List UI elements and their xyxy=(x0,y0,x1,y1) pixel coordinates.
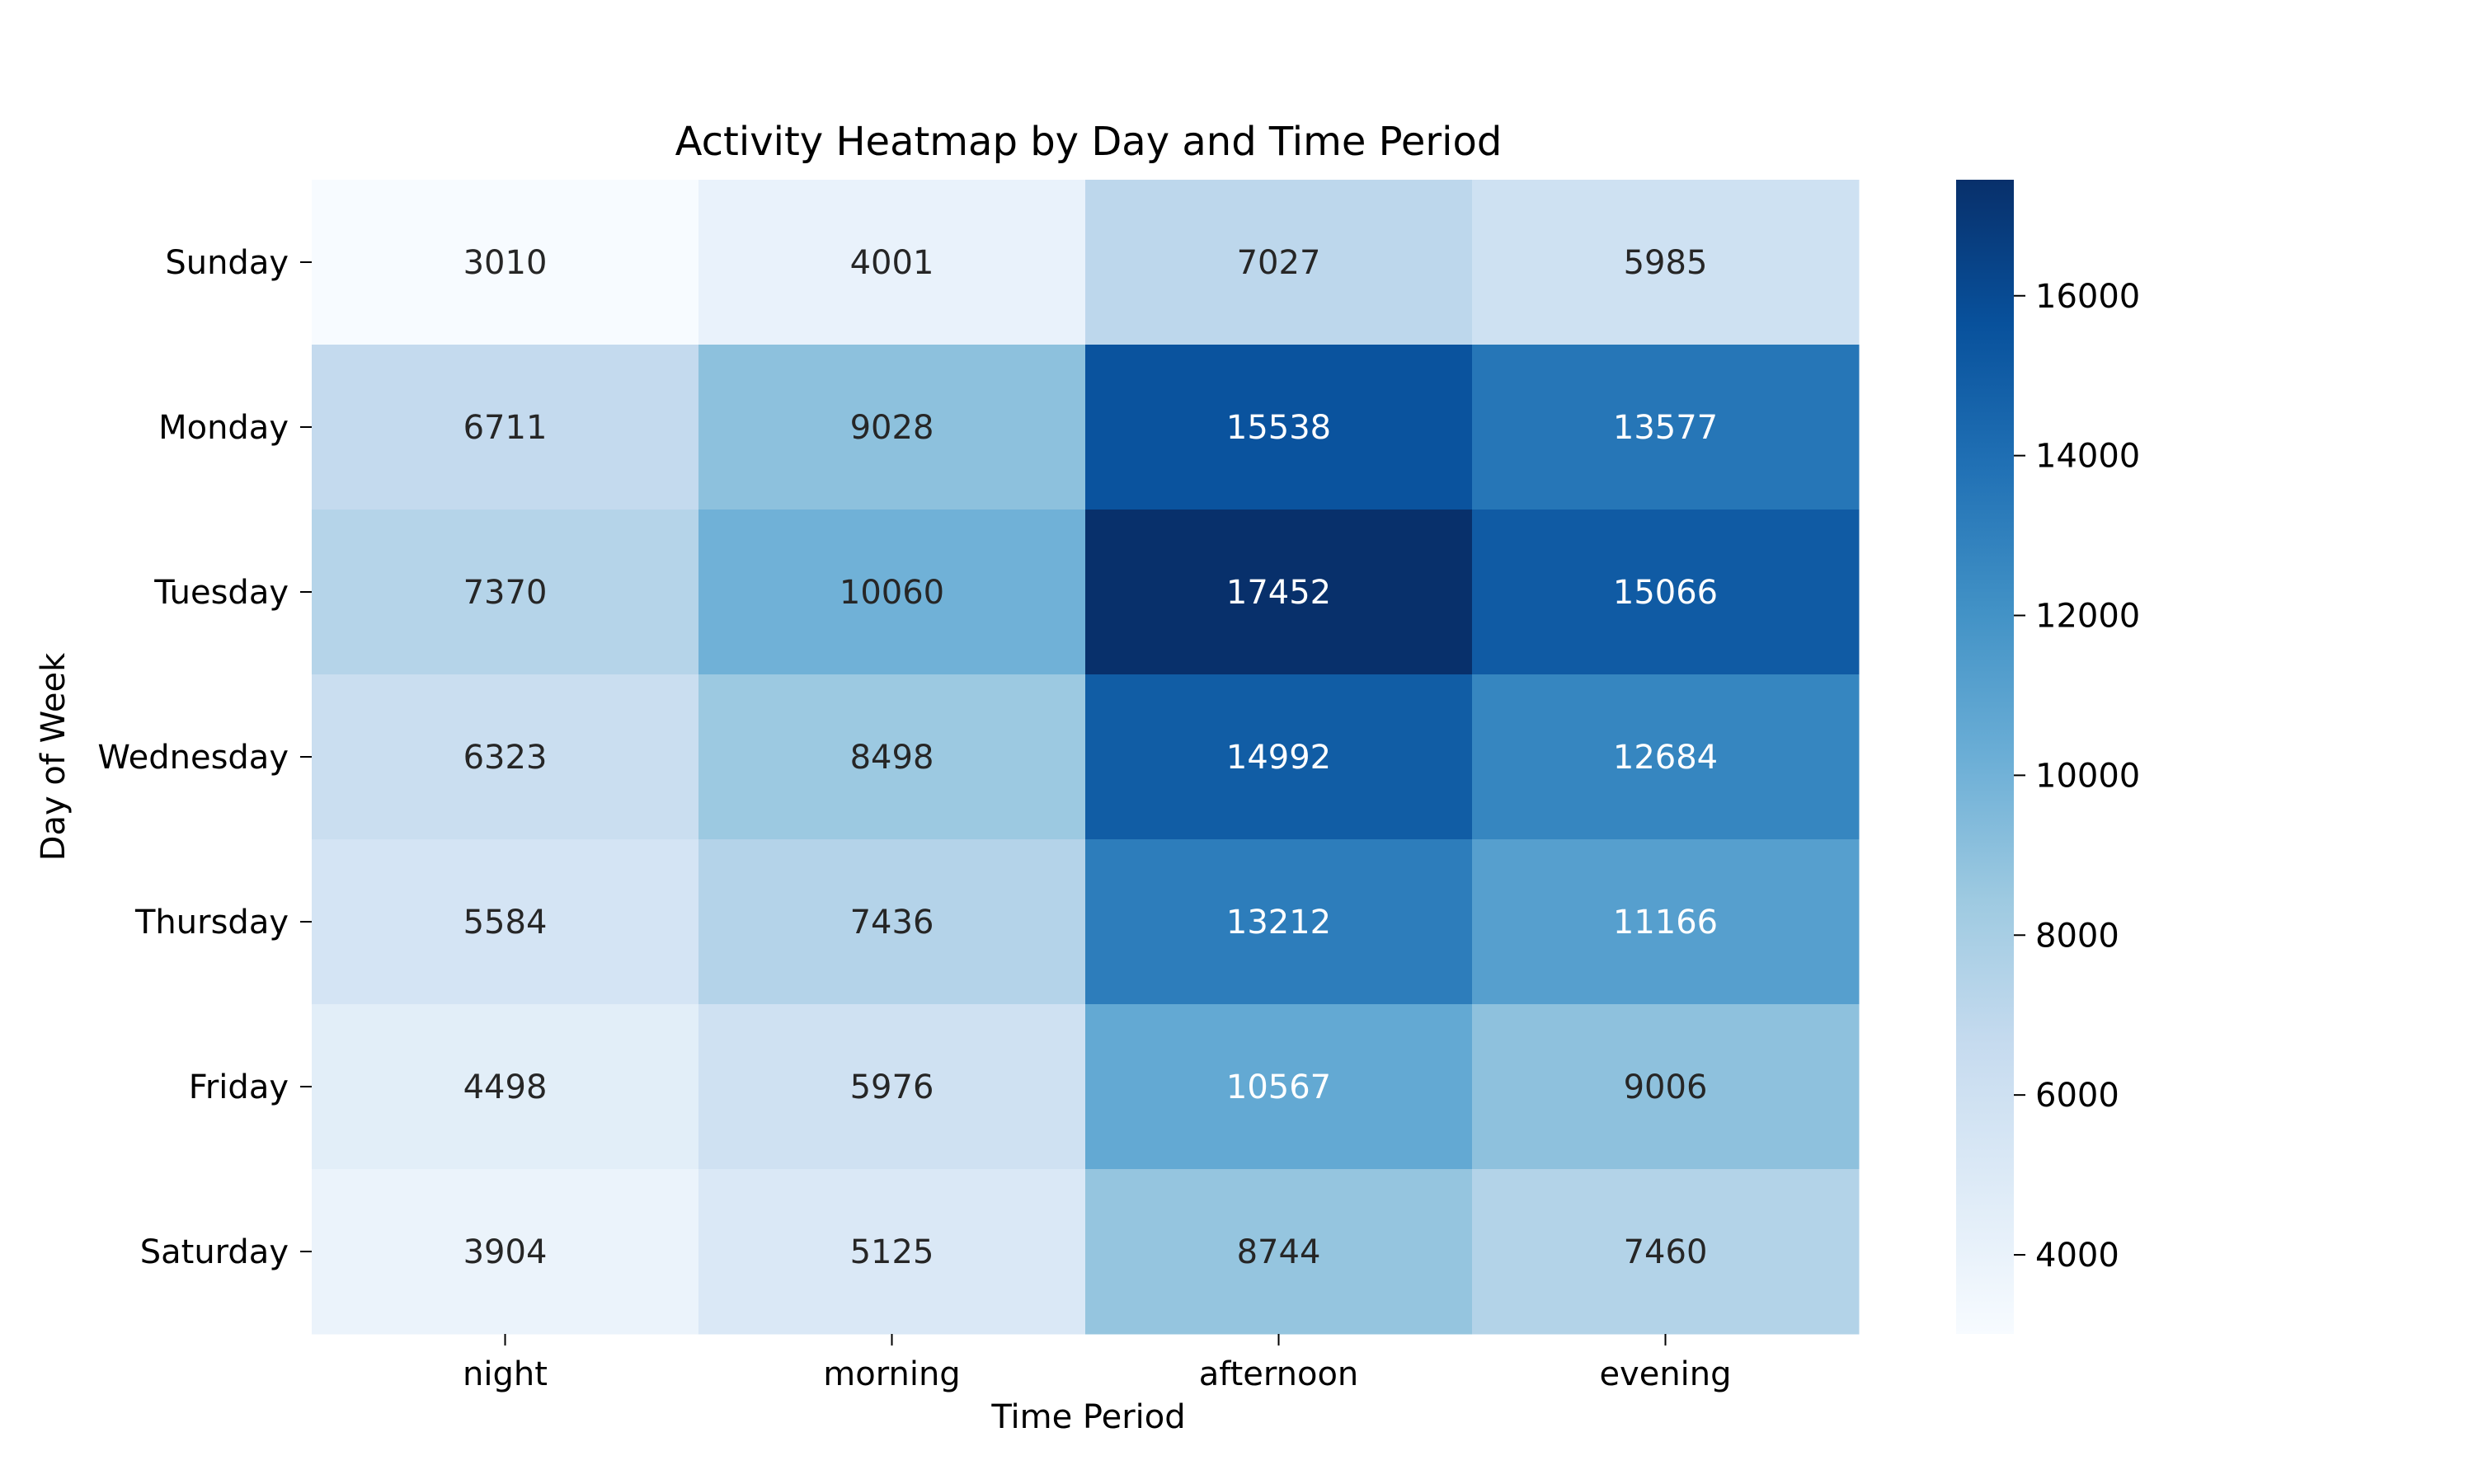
cell-value-label: 15538 xyxy=(1226,409,1331,447)
heatmap-cell xyxy=(1472,180,1860,345)
y-tick-label: Wednesday xyxy=(97,739,289,777)
cell-value-label: 7027 xyxy=(1237,244,1321,282)
heatmap-cell xyxy=(1472,345,1860,510)
y-tick-label: Tuesday xyxy=(153,574,289,612)
cell-value-label: 6323 xyxy=(463,739,548,777)
heatmap-cell xyxy=(1472,674,1860,840)
y-tick-label: Saturday xyxy=(140,1233,289,1271)
cell-value-label: 7370 xyxy=(463,574,548,612)
colorbar-tick-label: 16000 xyxy=(2035,278,2140,316)
heatmap-cell xyxy=(698,345,1086,510)
y-tick-label: Monday xyxy=(158,409,289,447)
x-tick-label: evening xyxy=(1599,1355,1731,1393)
y-tick-label: Thursday xyxy=(134,904,289,942)
heatmap-cell xyxy=(1085,1004,1473,1170)
heatmap-cell xyxy=(1472,510,1860,675)
heatmap-cell xyxy=(698,510,1086,675)
heatmap-cell xyxy=(1472,1004,1860,1170)
colorbar-tick-label: 12000 xyxy=(2035,598,2140,636)
cell-value-label: 15066 xyxy=(1613,574,1718,612)
heatmap-cell xyxy=(312,510,699,675)
x-axis: night morning afternoon evening xyxy=(463,1334,1732,1393)
cell-value-label: 5584 xyxy=(463,904,548,942)
y-tick-label: Sunday xyxy=(165,244,289,282)
colorbar-tick-label: 14000 xyxy=(2035,438,2140,476)
cell-value-label: 10567 xyxy=(1226,1068,1331,1106)
cell-value-label: 11166 xyxy=(1613,904,1718,942)
colorbar-tick-label: 8000 xyxy=(2035,917,2119,955)
x-tick-label: morning xyxy=(823,1355,960,1393)
colorbar: 4000 6000 8000 10000 12000 14000 16000 xyxy=(1956,180,2140,1334)
cell-value-label: 4498 xyxy=(463,1068,548,1106)
cell-value-label: 8744 xyxy=(1237,1233,1321,1271)
cell-value-label: 3010 xyxy=(463,244,548,282)
heatmap-cell xyxy=(698,1004,1086,1170)
cell-value-label: 5976 xyxy=(850,1068,934,1106)
heatmap-cell xyxy=(1472,1169,1860,1335)
cell-value-label: 9028 xyxy=(850,409,934,447)
cell-value-label: 13212 xyxy=(1226,904,1331,942)
heatmap-cell xyxy=(1085,839,1473,1005)
colorbar-gradient xyxy=(1956,180,2014,1334)
heatmap-cell xyxy=(698,1169,1086,1335)
cell-value-label: 5125 xyxy=(850,1233,934,1271)
heatmap-cell xyxy=(1085,180,1473,345)
heatmap-cell xyxy=(312,180,699,345)
cell-value-label: 6711 xyxy=(463,409,548,447)
cell-value-label: 10060 xyxy=(840,574,944,612)
y-tick-label: Friday xyxy=(189,1068,289,1106)
cell-value-label: 9006 xyxy=(1624,1068,1708,1106)
cell-value-label: 12684 xyxy=(1613,739,1718,777)
heatmap-cell xyxy=(1085,1169,1473,1335)
cell-value-label: 14992 xyxy=(1226,739,1331,777)
heatmap-cell xyxy=(698,674,1086,840)
colorbar-tick-label: 10000 xyxy=(2035,757,2140,795)
x-tick-label: night xyxy=(463,1355,548,1393)
x-axis-label: Time Period xyxy=(990,1398,1185,1436)
cell-value-label: 3904 xyxy=(463,1233,548,1271)
heatmap-cell xyxy=(312,839,699,1005)
heatmap-cell xyxy=(312,345,699,510)
heatmap-cells xyxy=(312,180,1860,1335)
cell-value-label: 4001 xyxy=(850,244,934,282)
heatmap-cell xyxy=(312,1004,699,1170)
cell-value-label: 5985 xyxy=(1624,244,1708,282)
cell-value-label: 17452 xyxy=(1226,574,1331,612)
y-axis: Sunday Monday Tuesday Wednesday Thursday Frid… xyxy=(97,244,312,1271)
heatmap-cell xyxy=(698,839,1086,1005)
heatmap-cell xyxy=(1085,674,1473,840)
cell-value-label: 13577 xyxy=(1613,409,1718,447)
colorbar-tick-label: 6000 xyxy=(2035,1077,2119,1115)
cell-value-label: 8498 xyxy=(850,739,934,777)
heatmap-cell xyxy=(1085,345,1473,510)
chart-title: Activity Heatmap by Day and Time Period xyxy=(675,119,1503,165)
heatmap-cell xyxy=(698,180,1086,345)
heatmap-cell xyxy=(312,1169,699,1335)
y-axis-label: Day of Week xyxy=(35,652,73,861)
heatmap-cell xyxy=(1085,510,1473,675)
x-tick-label: afternoon xyxy=(1199,1355,1359,1393)
heatmap-cell-labels: 3010 4001 7027 5985 6711 9028 15538 13577 7370 10… xyxy=(463,244,1719,1271)
cell-value-label: 7436 xyxy=(850,904,934,942)
heatmap-cell xyxy=(312,674,699,840)
heatmap-cell xyxy=(1472,839,1860,1005)
colorbar-tick-label: 4000 xyxy=(2035,1237,2119,1275)
cell-value-label: 7460 xyxy=(1624,1233,1708,1271)
